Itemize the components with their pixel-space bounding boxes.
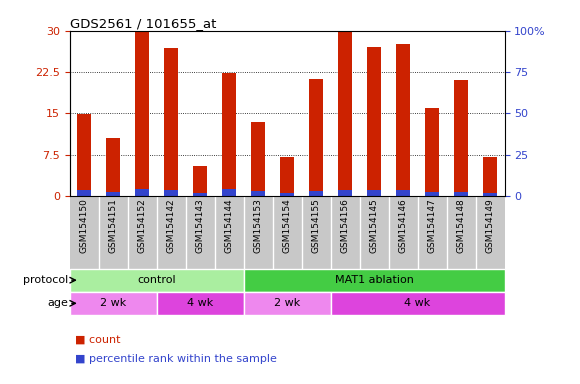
Bar: [70, 292, 157, 315]
Bar: [135, 189, 150, 196]
Bar: [280, 193, 295, 196]
Text: GSM154143: GSM154143: [195, 198, 205, 253]
Bar: [367, 190, 382, 196]
Text: ■ percentile rank within the sample: ■ percentile rank within the sample: [75, 354, 277, 364]
Text: GSM154149: GSM154149: [485, 198, 495, 253]
Bar: [244, 292, 331, 315]
Bar: [164, 190, 179, 196]
Bar: [77, 114, 92, 196]
Text: GSM154153: GSM154153: [253, 198, 263, 253]
Bar: [157, 292, 244, 315]
Bar: [222, 73, 237, 196]
Text: protocol: protocol: [23, 275, 68, 285]
Text: GSM154156: GSM154156: [340, 198, 350, 253]
Bar: [454, 192, 469, 196]
Text: GSM154152: GSM154152: [137, 198, 147, 253]
Text: age: age: [48, 298, 68, 308]
Text: 4 wk: 4 wk: [187, 298, 213, 308]
Bar: [193, 193, 208, 196]
Bar: [338, 190, 353, 196]
Text: control: control: [137, 275, 176, 285]
Bar: [106, 192, 121, 196]
Bar: [309, 191, 324, 196]
Bar: [396, 45, 411, 196]
Bar: [425, 108, 440, 196]
Bar: [483, 157, 498, 196]
Text: 4 wk: 4 wk: [404, 298, 431, 308]
Bar: [164, 48, 179, 196]
Bar: [77, 190, 92, 196]
Text: GSM154155: GSM154155: [311, 198, 321, 253]
Bar: [425, 192, 440, 196]
Text: ■ count: ■ count: [75, 335, 121, 345]
Text: GSM154147: GSM154147: [427, 198, 437, 253]
Bar: [70, 269, 244, 292]
Bar: [106, 138, 121, 196]
Text: MAT1 ablation: MAT1 ablation: [335, 275, 414, 285]
Text: GDS2561 / 101655_at: GDS2561 / 101655_at: [70, 17, 216, 30]
Text: GSM154145: GSM154145: [369, 198, 379, 253]
Bar: [135, 32, 150, 196]
Bar: [367, 47, 382, 196]
Text: GSM154148: GSM154148: [456, 198, 466, 253]
Text: 2 wk: 2 wk: [274, 298, 300, 308]
Text: 2 wk: 2 wk: [100, 298, 126, 308]
Bar: [251, 122, 266, 196]
Bar: [396, 190, 411, 196]
Bar: [483, 193, 498, 196]
Bar: [309, 79, 324, 196]
Text: GSM154150: GSM154150: [79, 198, 89, 253]
Bar: [338, 32, 353, 196]
Bar: [280, 157, 295, 196]
Text: GSM154142: GSM154142: [166, 198, 176, 253]
Bar: [244, 269, 505, 292]
Bar: [222, 189, 237, 196]
Bar: [331, 292, 505, 315]
Bar: [193, 166, 208, 196]
Text: GSM154144: GSM154144: [224, 198, 234, 253]
Bar: [251, 191, 266, 196]
Bar: [454, 80, 469, 196]
Text: GSM154146: GSM154146: [398, 198, 408, 253]
Text: GSM154151: GSM154151: [108, 198, 118, 253]
Text: GSM154154: GSM154154: [282, 198, 292, 253]
